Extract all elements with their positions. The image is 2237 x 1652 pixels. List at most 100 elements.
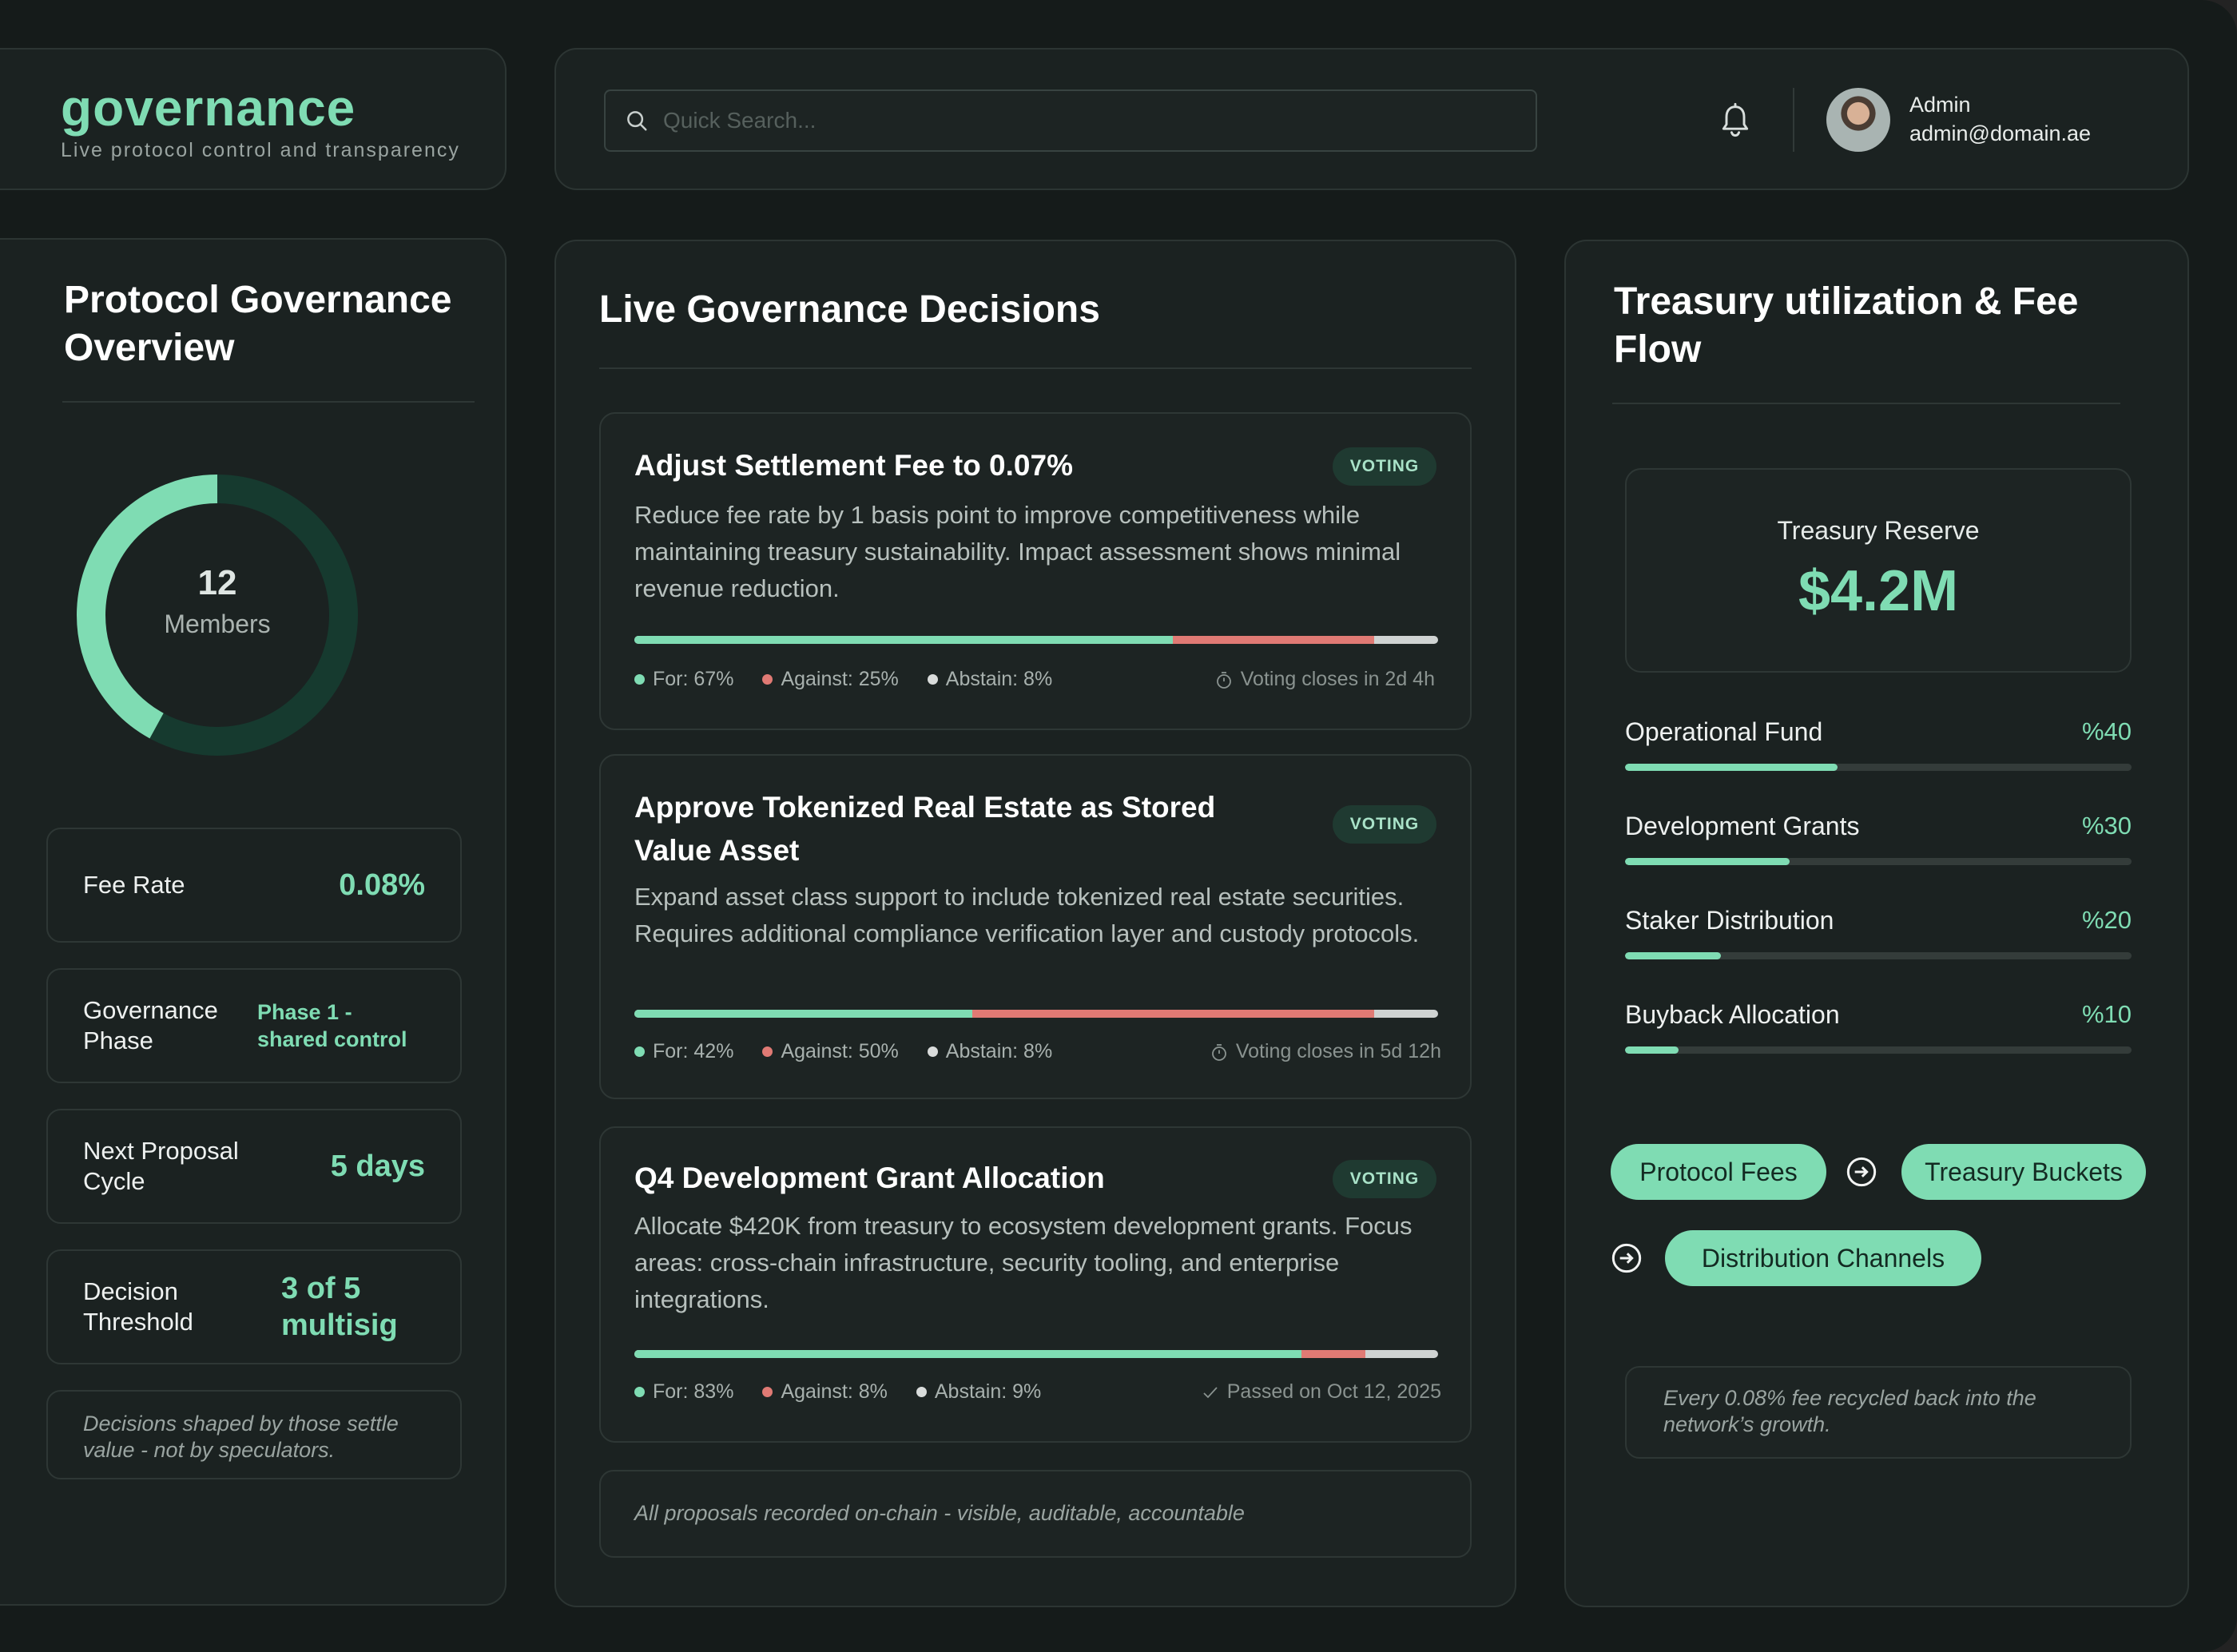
flow-pill-protocol-fees[interactable]: Protocol Fees [1611, 1144, 1826, 1200]
vote-bar-against [1301, 1350, 1366, 1358]
stat-label: Fee Rate [83, 871, 185, 899]
stat-next-proposal-cycle: Next Proposal Cycle 5 days [46, 1109, 462, 1224]
stat-value: 5 days [330, 1150, 425, 1183]
bell-icon[interactable] [1718, 102, 1753, 141]
proposal-title: Adjust Settlement Fee to 0.07% [634, 449, 1073, 482]
vote-legend: For: 67% Against: 25% Abstain: 8% [634, 668, 1081, 691]
top-header: Admin admin@domain.ae [554, 48, 2189, 190]
avatar[interactable] [1826, 88, 1890, 152]
stat-value: Phase 1 - shared control [257, 1000, 407, 1051]
abstain-label: Abstain: 8% [945, 1040, 1053, 1062]
status-badge: VOTING [1333, 1160, 1436, 1198]
proposal-status-text: Passed on Oct 12, 2025 [1226, 1380, 1441, 1403]
stat-fee-rate: Fee Rate 0.08% [46, 828, 462, 943]
treasury-divider [1612, 403, 2120, 404]
for-dot [634, 1387, 645, 1397]
allocation-fill [1625, 764, 1838, 771]
against-dot [762, 1387, 773, 1397]
members-summary: 12 Members [66, 563, 369, 639]
allocation-label: Staker Distribution [1625, 906, 1834, 935]
brand-tagline: Live protocol control and transparency [61, 139, 460, 161]
vote-bar [634, 636, 1438, 644]
overview-note: Decisions shaped by those settle value -… [46, 1390, 462, 1479]
vote-legend: For: 42% Against: 50% Abstain: 8% [634, 1040, 1081, 1063]
abstain-dot [927, 674, 938, 685]
for-label: For: 42% [653, 1040, 734, 1062]
for-dot [634, 1046, 645, 1057]
proposal-card[interactable]: Q4 Development Grant Allocation VOTING A… [599, 1126, 1472, 1443]
user-name: Admin [1909, 93, 1971, 117]
proposal-card[interactable]: Adjust Settlement Fee to 0.07% VOTING Re… [599, 412, 1472, 730]
user-email: admin@domain.ae [1909, 121, 2092, 145]
treasury-note: Every 0.08% fee recycled back into the n… [1625, 1366, 2132, 1459]
vote-bar-for [634, 1350, 1301, 1358]
stat-label: Decision Threshold [83, 1277, 193, 1336]
stat-label: Next Proposal Cycle [83, 1137, 239, 1195]
decisions-divider [599, 367, 1472, 369]
members-donut-chart [77, 475, 358, 756]
proposal-card[interactable]: Approve Tokenized Real Estate as Stored … [599, 754, 1472, 1099]
proposal-description: Reduce fee rate by 1 basis point to impr… [634, 501, 1401, 602]
members-label: Members [164, 610, 271, 638]
against-dot [762, 1046, 773, 1057]
proposal-status: Passed on Oct 12, 2025 [1202, 1380, 1441, 1404]
proposal-status-text: Voting closes in 5d 12h [1235, 1040, 1441, 1062]
vote-bar [634, 1350, 1438, 1358]
brand-logo: governance [61, 79, 356, 137]
timer-icon [1211, 1043, 1226, 1061]
decisions-title: Live Governance Decisions [599, 288, 1100, 331]
search-input[interactable] [663, 108, 1510, 133]
stat-governance-phase: Governance Phase Phase 1 - shared contro… [46, 968, 462, 1083]
reserve-label: Treasury Reserve [1777, 516, 1980, 545]
allocation-row: Buyback Allocation %10 [1625, 1000, 2132, 1054]
overview-divider [62, 401, 475, 403]
allocation-track [1625, 952, 2132, 959]
members-count: 12 [197, 563, 237, 602]
against-label: Against: 8% [781, 1380, 888, 1403]
proposal-description: Expand asset class support to include to… [634, 883, 1420, 947]
stat-label: Governance Phase [83, 996, 218, 1054]
flow-pill-distribution-channels[interactable]: Distribution Channels [1665, 1230, 1981, 1286]
for-label: For: 83% [653, 1380, 734, 1403]
decisions-footer-note: All proposals recorded on-chain - visibl… [599, 1470, 1472, 1558]
against-dot [762, 674, 773, 685]
allocation-percent: %10 [2081, 1000, 2132, 1028]
treasury-reserve-card: Treasury Reserve $4.2M [1625, 468, 2132, 673]
abstain-label: Abstain: 9% [934, 1380, 1042, 1403]
vote-bar-against [1173, 636, 1374, 644]
proposal-description: Allocate $420K from treasury to ecosyste… [634, 1212, 1413, 1313]
stat-value: 0.08% [339, 868, 425, 902]
allocation-track [1625, 1046, 2132, 1054]
proposal-status: Voting closes in 2d 4h [1215, 668, 1435, 691]
proposal-status-text: Voting closes in 2d 4h [1240, 668, 1435, 690]
allocation-track [1625, 858, 2132, 865]
vote-bar-for [634, 1010, 972, 1018]
timer-icon [1216, 671, 1231, 689]
allocation-row: Development Grants %30 [1625, 812, 2132, 865]
against-label: Against: 25% [781, 668, 899, 690]
allocation-label: Operational Fund [1625, 717, 1823, 746]
search-box[interactable] [604, 89, 1537, 152]
allocation-fill [1625, 952, 1722, 959]
abstain-dot [927, 1046, 938, 1057]
status-badge: VOTING [1333, 447, 1436, 486]
allocation-label: Buyback Allocation [1625, 1000, 1840, 1029]
proposal-title: Q4 Development Grant Allocation [634, 1162, 1105, 1194]
allocation-percent: %40 [2081, 717, 2132, 745]
allocation-fill [1625, 858, 1790, 865]
decisions-panel: Live Governance Decisions Adjust Settlem… [554, 240, 1516, 1607]
vote-bar [634, 1010, 1438, 1018]
arrow-right-circle-icon [1611, 1243, 1642, 1273]
flow-pill-treasury-buckets[interactable]: Treasury Buckets [1901, 1144, 2146, 1200]
stat-value: 3 of 5 multisig [281, 1272, 398, 1342]
abstain-label: Abstain: 8% [945, 668, 1053, 690]
allocation-fill [1625, 1046, 1679, 1054]
members-donut-arc [77, 475, 358, 756]
vote-legend: For: 83% Against: 8% Abstain: 9% [634, 1380, 1070, 1404]
header-divider [1793, 88, 1794, 152]
allocation-label: Development Grants [1625, 812, 1860, 840]
allocation-percent: %30 [2081, 812, 2132, 840]
treasury-panel: Treasury utilization & Fee Flow Treasury… [1564, 240, 2189, 1607]
proposal-title: Approve Tokenized Real Estate as Stored … [634, 791, 1216, 867]
